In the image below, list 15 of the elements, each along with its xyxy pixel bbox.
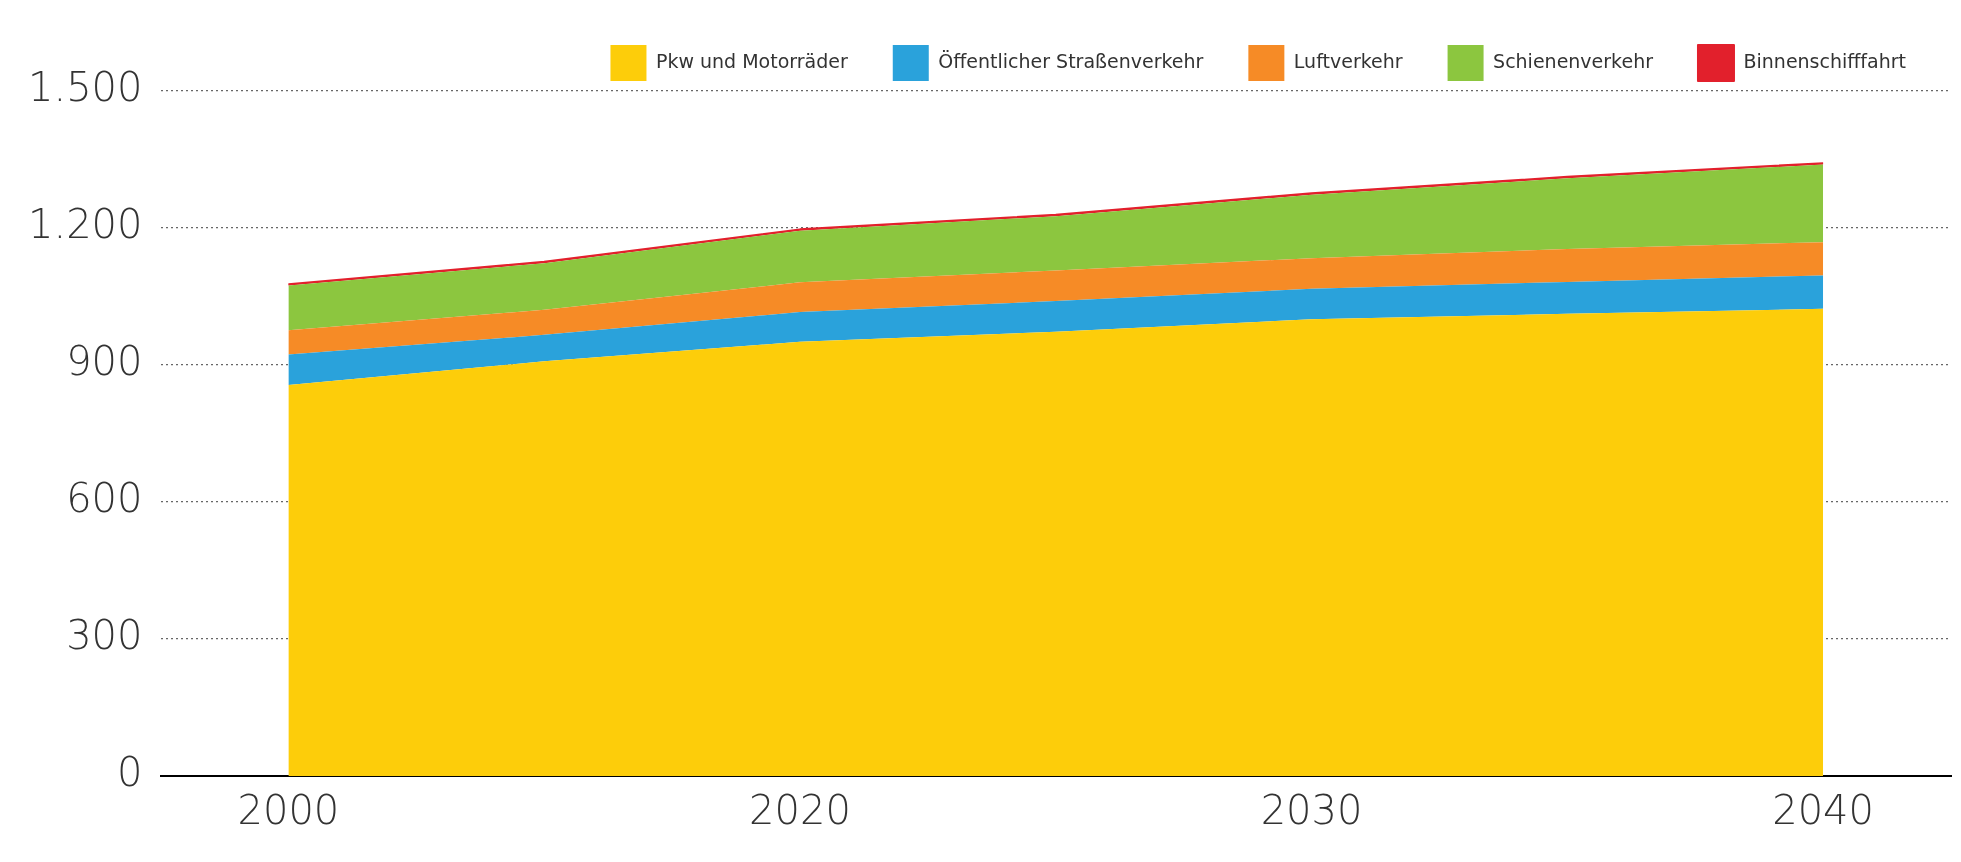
x-tick-label: 2040 bbox=[1772, 787, 1875, 834]
x-tick-label: 2020 bbox=[749, 787, 851, 834]
legend-label: Öffentlicher Straßenverkehr bbox=[938, 49, 1204, 72]
y-tick-label: 0 bbox=[117, 749, 143, 796]
legend-label: Binnenschifffahrt bbox=[1743, 49, 1907, 72]
legend-label: Luftverkehr bbox=[1293, 49, 1403, 72]
y-tick-label: 600 bbox=[66, 475, 143, 522]
x-tick-label: 2000 bbox=[237, 787, 340, 834]
legend-label: Schienenverkehr bbox=[1493, 49, 1654, 72]
x-tick-label: 2030 bbox=[1260, 787, 1363, 834]
y-tick-label: 1.500 bbox=[28, 64, 143, 111]
y-tick-label: 900 bbox=[66, 338, 143, 385]
y-tick-label: 300 bbox=[66, 612, 143, 659]
y-tick-label: 1.200 bbox=[28, 201, 143, 248]
legend-label: Pkw und Motorräder bbox=[655, 49, 848, 72]
